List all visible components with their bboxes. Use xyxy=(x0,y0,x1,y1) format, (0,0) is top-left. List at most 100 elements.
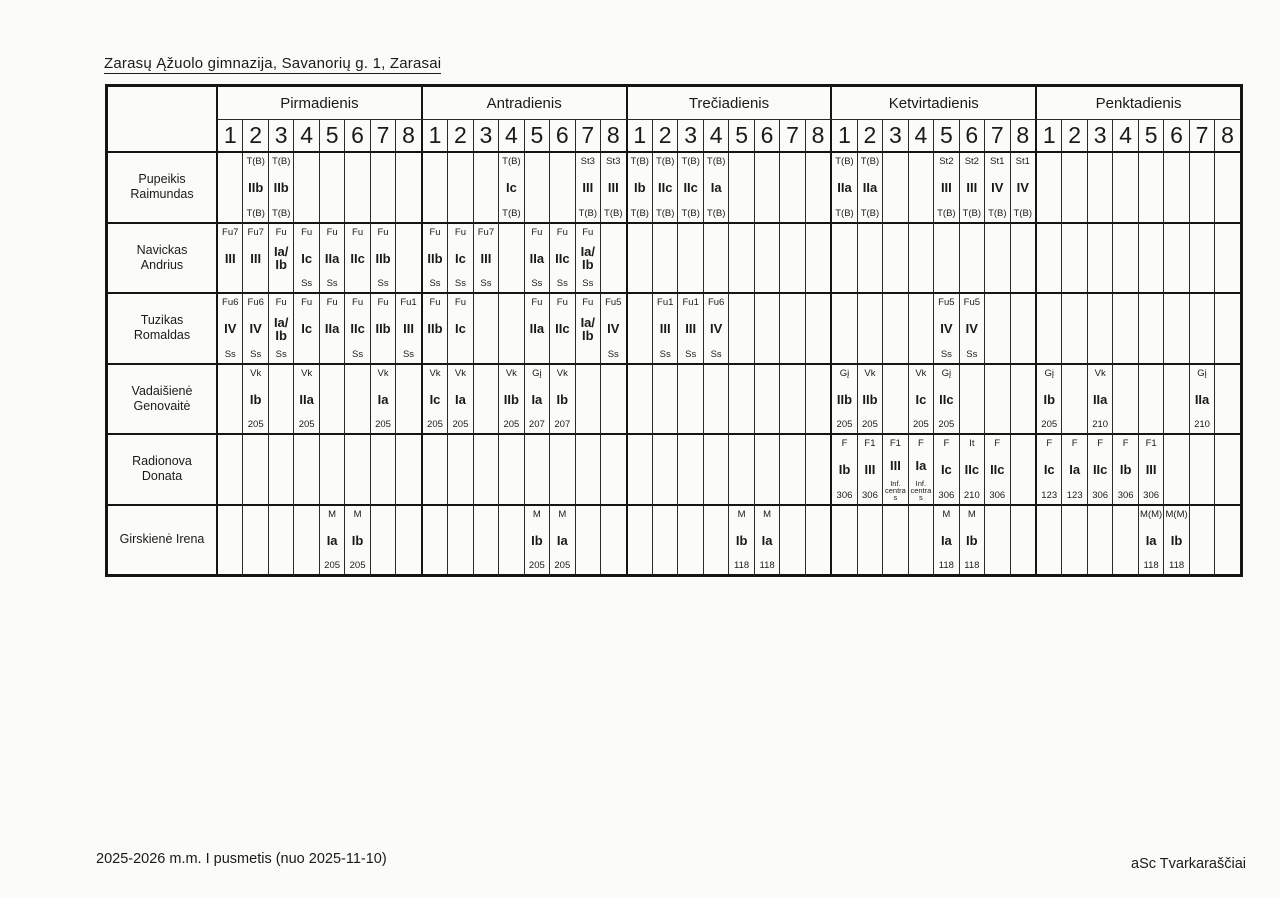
lesson-class: IIc xyxy=(939,391,954,407)
lesson-class: Ib xyxy=(838,462,851,478)
lesson-class: IIc xyxy=(964,462,980,478)
corner-cell xyxy=(108,87,218,151)
lesson-subject: T(B) xyxy=(706,156,726,167)
period-header: 1 xyxy=(218,120,244,151)
lesson-cell: F Ia Inf. centras xyxy=(909,435,935,504)
lesson-room: 118 xyxy=(938,560,954,571)
lesson-room: Ss xyxy=(480,278,492,289)
teacher-name: Radionova Donata xyxy=(108,435,218,504)
lesson-cell: M Ib 118 xyxy=(960,505,986,574)
lesson-subject: Fu1 xyxy=(682,297,699,308)
lesson-class: Ia xyxy=(377,391,389,407)
lesson-class: IIa xyxy=(1092,391,1108,407)
lesson-class: IIb xyxy=(248,180,264,196)
lesson-cell: F IIc 306 xyxy=(1088,435,1114,504)
lesson-class: IIc xyxy=(990,462,1005,478)
lesson-cell: T(B) IIb T(B) xyxy=(269,153,295,222)
empty-cell xyxy=(269,435,295,504)
lesson-subject: Fu xyxy=(556,297,568,308)
empty-cell xyxy=(806,153,833,222)
empty-cell xyxy=(371,153,397,222)
period-header: 2 xyxy=(858,120,884,151)
lesson-subject: M xyxy=(328,508,337,520)
lesson-class: IV xyxy=(224,321,237,337)
period-header: 5 xyxy=(1139,120,1165,151)
empty-cell xyxy=(704,223,730,292)
lesson-subject: T(B) xyxy=(835,156,854,167)
lesson-room: 205 xyxy=(554,560,571,571)
lesson-cell: St2 III T(B) xyxy=(934,153,960,222)
lesson-subject: Fu xyxy=(275,226,287,238)
lesson-subject: Gį xyxy=(532,367,542,379)
empty-cell xyxy=(601,364,628,433)
lesson-class: III xyxy=(890,458,901,474)
lesson-cell: T(B) IIa T(B) xyxy=(832,153,858,222)
teacher-name: Girskienė Irena xyxy=(108,505,218,574)
empty-cell xyxy=(806,435,833,504)
lesson-cell: Fu IIc xyxy=(345,223,371,292)
empty-cell xyxy=(678,364,704,433)
empty-cell xyxy=(396,505,423,574)
lesson-subject: M xyxy=(942,508,951,520)
lesson-subject: Fu xyxy=(429,226,441,238)
lesson-room: 207 xyxy=(528,419,545,430)
lesson-subject: Fu6 xyxy=(222,297,239,308)
lesson-cell: F Ib 306 xyxy=(832,435,858,504)
lesson-subject: Vk xyxy=(915,367,927,379)
empty-cell xyxy=(755,435,781,504)
lesson-subject: Fu xyxy=(301,297,313,308)
empty-cell xyxy=(423,435,449,504)
lesson-class: Ic xyxy=(940,462,952,478)
lesson-class: IIc xyxy=(555,321,570,337)
empty-cell xyxy=(985,223,1011,292)
lesson-room: 205 xyxy=(1041,419,1058,430)
period-header: 3 xyxy=(883,120,909,151)
lesson-subject: Fu xyxy=(377,297,389,308)
lesson-class: Ib xyxy=(1043,391,1056,407)
period-header: 2 xyxy=(448,120,474,151)
lesson-room: Ss xyxy=(454,278,466,289)
empty-cell xyxy=(883,364,909,433)
lesson-class: III xyxy=(1145,462,1157,478)
empty-cell xyxy=(1037,294,1063,363)
lesson-room: Ss xyxy=(966,348,978,360)
empty-cell xyxy=(653,223,679,292)
lesson-class: Ic xyxy=(301,250,313,266)
lesson-class: IIa xyxy=(862,180,878,196)
empty-cell xyxy=(755,223,781,292)
lesson-cell: Fu IIa Ss xyxy=(320,223,346,292)
lesson-class: IIc xyxy=(657,180,673,196)
empty-cell xyxy=(960,223,986,292)
period-header: 7 xyxy=(1190,120,1216,151)
lesson-room: T(B) xyxy=(962,207,982,219)
empty-cell xyxy=(601,505,628,574)
empty-cell xyxy=(1062,294,1088,363)
lesson-cell: Fu Ia/​Ib xyxy=(269,223,295,292)
lesson-class: Ia xyxy=(710,180,722,196)
empty-cell xyxy=(550,153,576,222)
lesson-subject: T(B) xyxy=(860,156,880,167)
lesson-room: T(B) xyxy=(1013,207,1032,219)
lesson-class: IIa xyxy=(529,321,545,337)
teacher-cells: M Ia 205 M Ib 205 M Ib 205 M Ia 205 M Ib 118 M Ia 118 M Ia 1… xyxy=(218,505,1240,574)
lesson-cell: M Ib 205 xyxy=(345,505,371,574)
lesson-class: III xyxy=(659,321,671,337)
period-header: 3 xyxy=(269,120,295,151)
lesson-cell: T(B) Ia T(B) xyxy=(704,153,730,222)
lesson-class: IIc xyxy=(1092,462,1108,478)
day-header-3: Trečiadienis xyxy=(628,87,833,119)
lesson-cell: Fu6 IV Ss xyxy=(704,294,730,363)
lesson-cell: F IIc 306 xyxy=(985,435,1011,504)
period-header: 3 xyxy=(678,120,704,151)
lesson-room: 205 xyxy=(528,560,545,571)
empty-cell xyxy=(1215,294,1239,363)
empty-cell xyxy=(729,223,755,292)
lesson-class: Ia/​Ib xyxy=(273,314,289,343)
empty-cell xyxy=(653,435,679,504)
empty-cell xyxy=(1113,153,1139,222)
period-header: 5 xyxy=(320,120,346,151)
timetable-header: Pirmadienis Antradienis Trečiadienis Ketvir… xyxy=(108,87,1240,153)
period-header: 7 xyxy=(985,120,1011,151)
lesson-room: T(B) xyxy=(246,207,265,219)
lesson-class: IV xyxy=(607,321,620,337)
